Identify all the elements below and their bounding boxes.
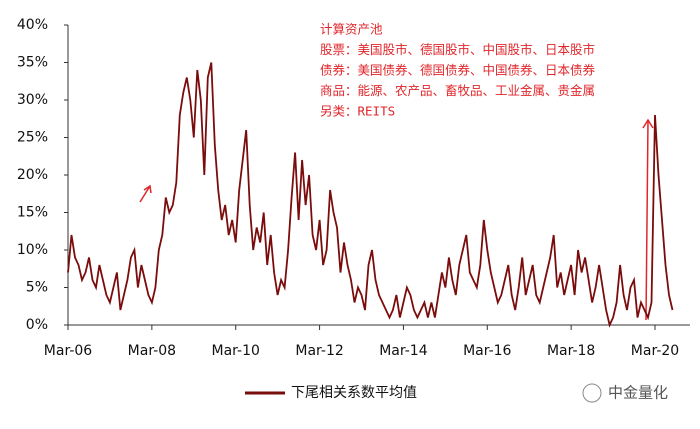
annotation: 另类：REITS bbox=[320, 104, 395, 119]
annotation: 商品：能源、农产品、畜牧品、工业金属、贵金属 bbox=[320, 83, 595, 98]
arrow-head bbox=[642, 118, 654, 129]
x-tick-label: Mar-10 bbox=[212, 343, 260, 359]
y-tick-label: 15% bbox=[17, 205, 48, 221]
y-tick-label: 30% bbox=[17, 92, 48, 108]
series-line bbox=[67, 62, 674, 328]
x-tick-label: Mar-06 bbox=[44, 343, 92, 359]
annotation: 债券：美国债券、德国债券、中国债券、日本债券 bbox=[320, 63, 596, 78]
annotation: 股票：美国股市、德国股市、中国股市、日本股市 bbox=[320, 42, 595, 57]
x-tick-label: Mar-08 bbox=[128, 343, 176, 359]
x-tick-label: Mar-14 bbox=[379, 343, 427, 359]
y-tick-label: 25% bbox=[17, 130, 48, 146]
x-tick-label: Mar-18 bbox=[547, 343, 595, 359]
y-tick-label: 10% bbox=[17, 242, 48, 258]
x-tick-label: Mar-16 bbox=[463, 343, 511, 359]
watermark-icon bbox=[582, 383, 602, 403]
x-tick-label: Mar-20 bbox=[631, 343, 679, 359]
y-tick-label: 40% bbox=[17, 17, 48, 33]
y-tick-label: 35% bbox=[17, 55, 48, 71]
arrow bbox=[645, 119, 649, 321]
y-tick-label: 0% bbox=[26, 317, 48, 333]
y-tick-label: 20% bbox=[17, 167, 48, 183]
arrow bbox=[139, 185, 151, 203]
x-tick-label: Mar-12 bbox=[295, 343, 343, 359]
legend-label: 下尾相关系数平均值 bbox=[291, 385, 417, 401]
arrow-head bbox=[143, 184, 152, 194]
annotation: 计算资产池 bbox=[320, 22, 383, 37]
watermark: 中金量化 bbox=[608, 384, 668, 402]
y-tick-label: 5% bbox=[26, 280, 48, 296]
